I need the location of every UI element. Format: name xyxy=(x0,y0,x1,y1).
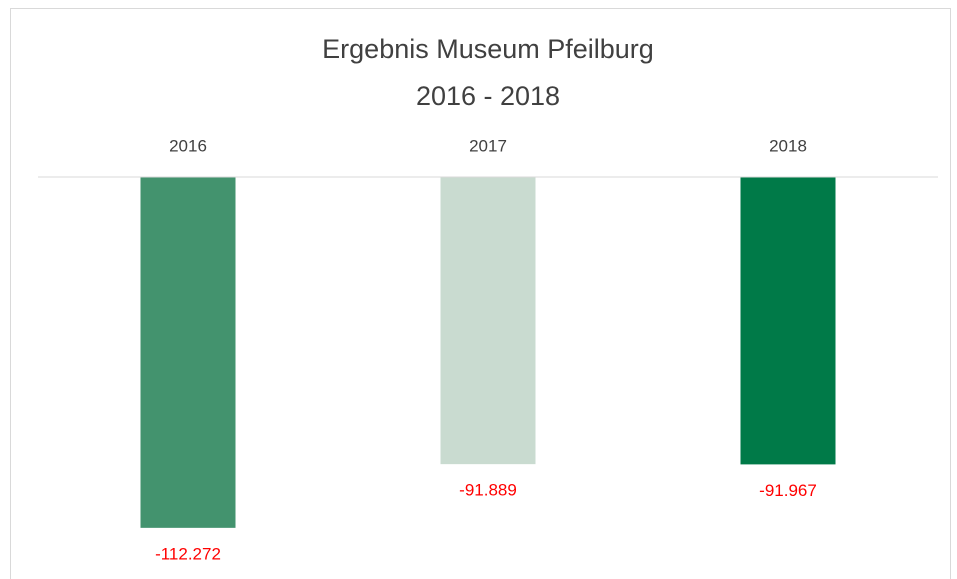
chart-title: Ergebnis Museum Pfeilburg xyxy=(322,34,654,64)
x-tick-label: 2018 xyxy=(769,136,807,155)
bar xyxy=(740,177,836,465)
bar xyxy=(440,177,536,465)
chart-subtitle: 2016 - 2018 xyxy=(416,81,560,111)
x-tick-label: 2016 xyxy=(169,136,207,155)
data-label: -91.967 xyxy=(759,481,817,500)
data-label: -91.889 xyxy=(459,481,517,500)
bar xyxy=(140,177,236,528)
data-label: -112.272 xyxy=(155,544,221,563)
x-tick-label: 2017 xyxy=(469,136,507,155)
